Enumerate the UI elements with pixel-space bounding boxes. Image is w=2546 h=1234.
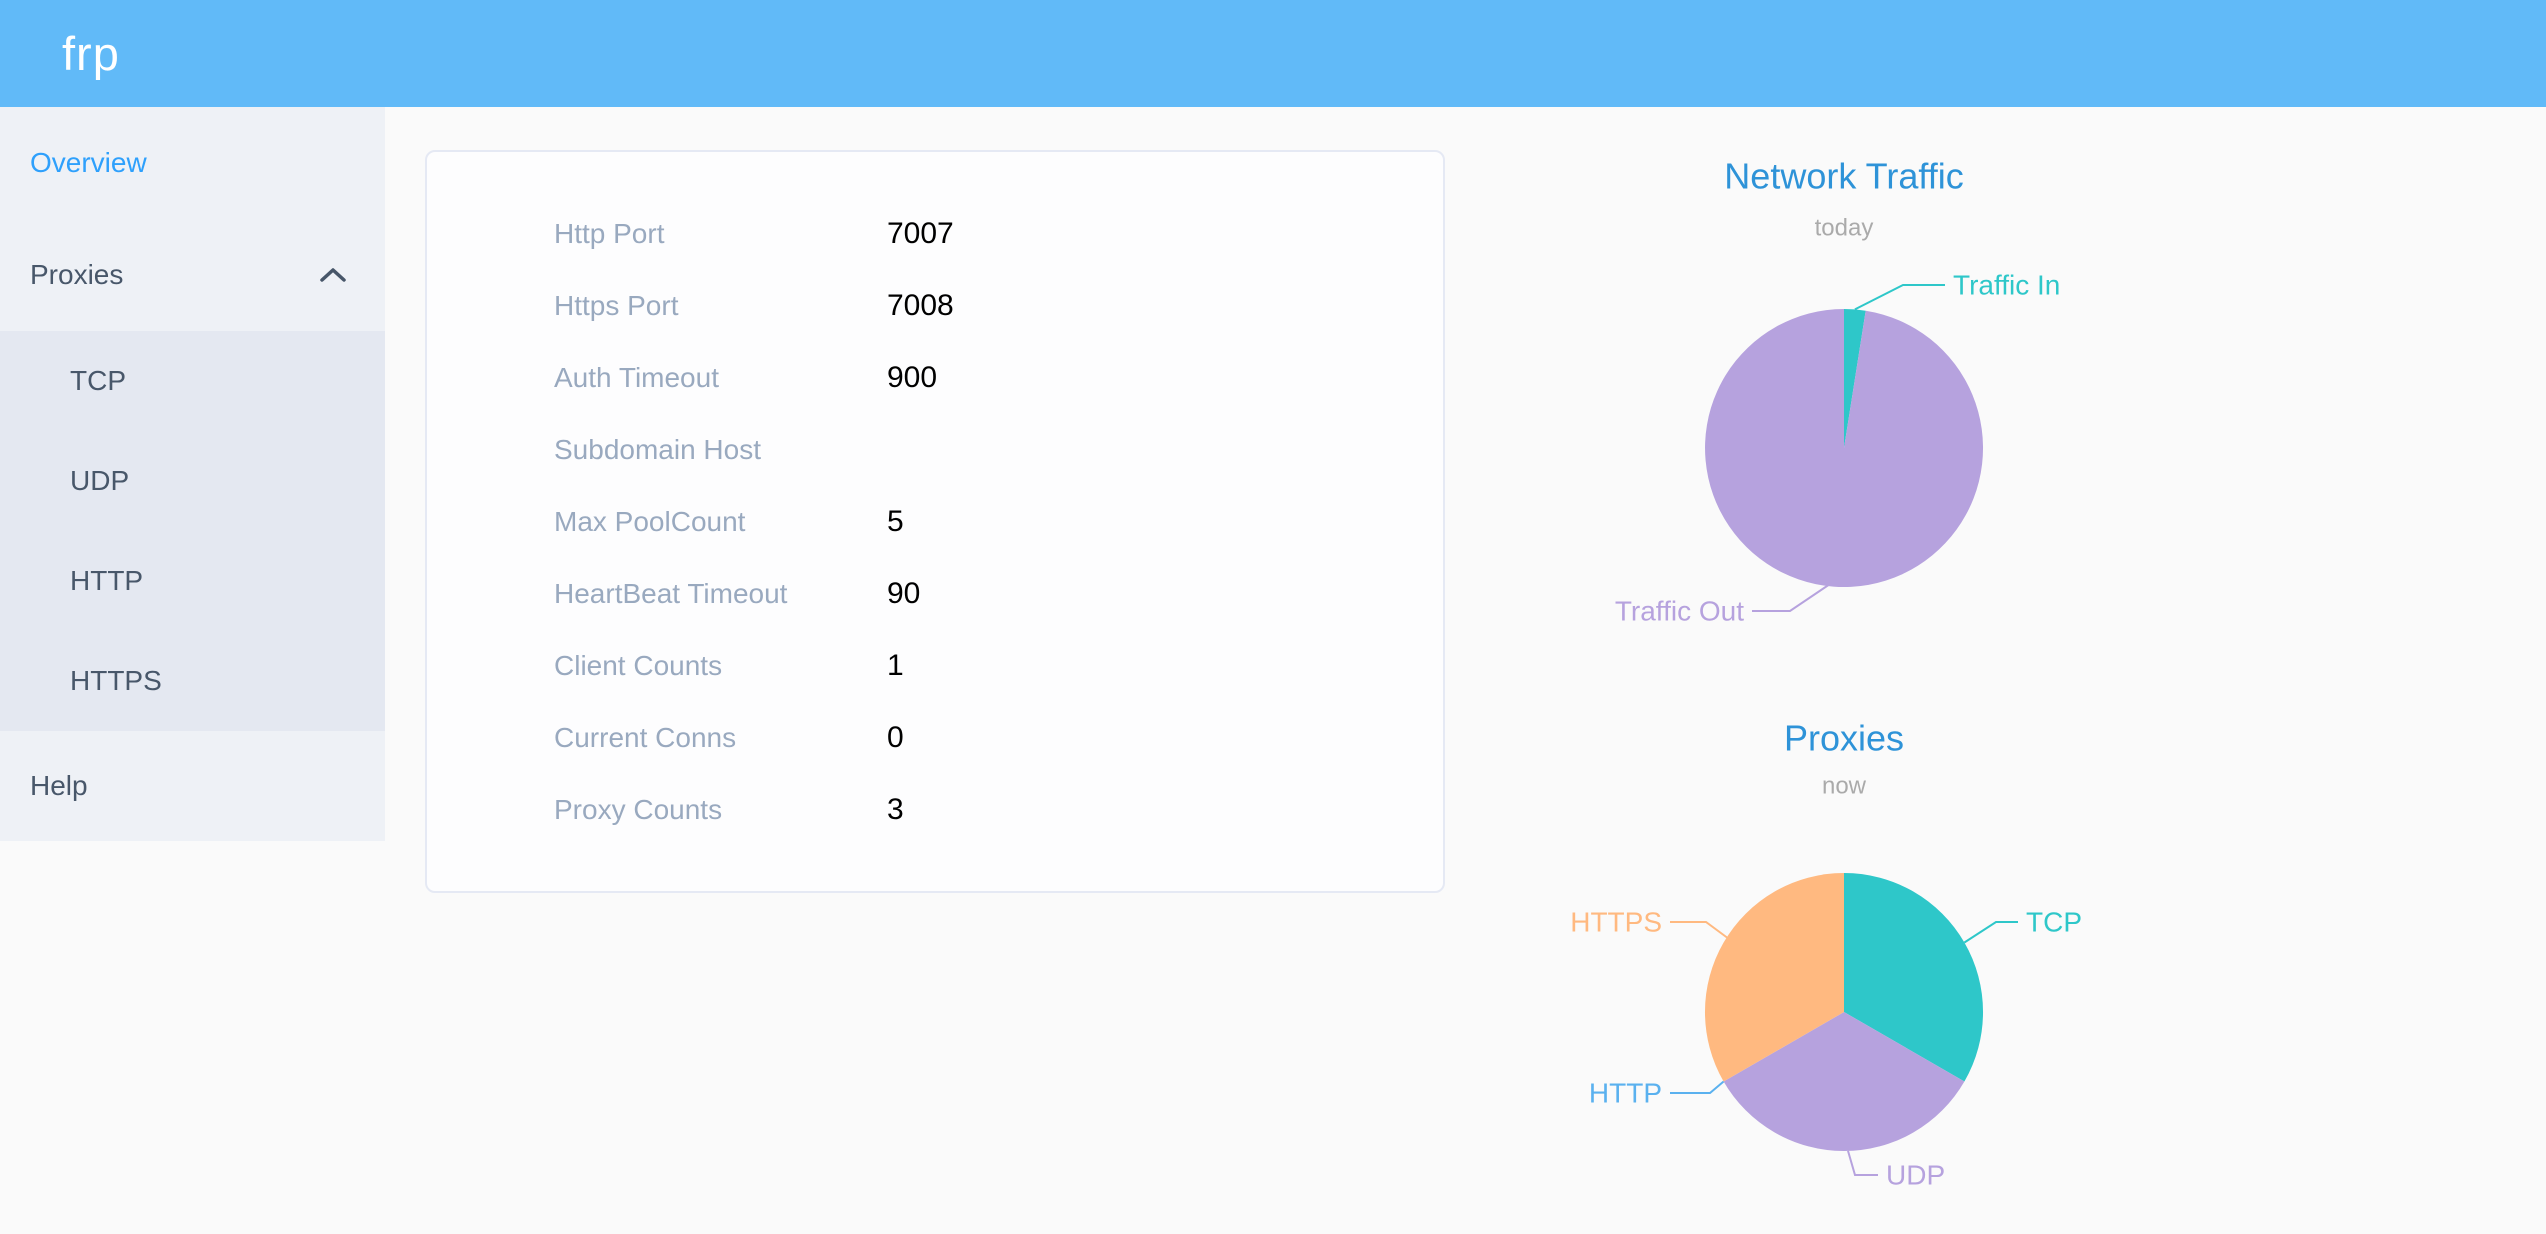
config-row: HeartBeat Timeout 90	[427, 558, 1443, 630]
label-line-tcp	[1963, 921, 2018, 944]
pie-slice-traffic-out[interactable]	[1705, 309, 1984, 587]
config-row: Subdomain Host	[427, 414, 1443, 486]
sidebar: Overview Proxies TCP UDP HTTP HTTPS Help	[0, 107, 385, 841]
chart-subtitle: now	[1822, 773, 1867, 800]
config-value: 1	[887, 649, 904, 682]
config-label: Http Port	[554, 218, 665, 249]
proxies-submenu: TCP UDP HTTP HTTPS	[0, 331, 385, 731]
config-label: Subdomain Host	[554, 434, 762, 465]
sidebar-item-overview[interactable]: Overview	[0, 107, 385, 219]
config-label: Client Counts	[554, 650, 723, 681]
config-value: 0	[887, 721, 904, 754]
pie-label-tcp: TCP	[2026, 907, 2082, 938]
config-row: Current Conns 0	[427, 702, 1443, 774]
pie	[1705, 309, 1984, 587]
pie-label-udp: UDP	[1886, 1160, 1945, 1191]
chart-subtitle: today	[1815, 215, 1874, 242]
pie-label-http: HTTP	[1589, 1078, 1662, 1109]
sidebar-item-http[interactable]: HTTP	[0, 531, 385, 631]
pie	[1704, 873, 1984, 1152]
network-traffic-chart: Network Traffic today Traffic In Traffic…	[1615, 156, 2061, 627]
chevron-up-icon	[320, 268, 346, 282]
config-value: 7008	[887, 289, 954, 322]
config-label: HeartBeat Timeout	[554, 578, 788, 609]
sidebar-item-help[interactable]: Help	[0, 731, 385, 841]
config-value: 90	[887, 577, 921, 610]
config-row: Client Counts 1	[427, 630, 1443, 702]
config-value: 7007	[887, 217, 954, 250]
label-line-traffic-in	[1854, 284, 1945, 311]
sidebar-item-label: HTTPS	[70, 665, 162, 696]
label-line-http	[1670, 1080, 1725, 1094]
config-value: 3	[887, 793, 904, 826]
sidebar-item-label: TCP	[70, 365, 126, 396]
app-logo: frp	[62, 27, 120, 80]
sidebar-item-udp[interactable]: UDP	[0, 431, 385, 531]
chart-title: Network Traffic	[1724, 156, 1963, 197]
config-rows: Http Port 7007 Https Port 7008 Auth Timeout 9…	[427, 198, 1443, 846]
sidebar-item-https[interactable]: HTTPS	[0, 631, 385, 731]
config-label: Current Conns	[554, 722, 737, 753]
config-label: Auth Timeout	[554, 362, 719, 393]
pie-label-traffic-out: Traffic Out	[1615, 596, 1744, 627]
pie-label-traffic-in: Traffic In	[1953, 270, 2060, 301]
pie-label-https: HTTPS	[1570, 907, 1662, 938]
sidebar-item-tcp[interactable]: TCP	[0, 331, 385, 431]
config-value: 5	[887, 505, 904, 538]
config-label: Https Port	[554, 290, 679, 321]
pie-slice-https[interactable]	[1704, 873, 1844, 1082]
sidebar-item-label: Help	[30, 770, 88, 801]
config-value: 900	[887, 361, 938, 394]
pie-slice-udp[interactable]	[1723, 1012, 1965, 1152]
label-line-https	[1670, 921, 1730, 940]
label-line-traffic-out	[1752, 583, 1831, 612]
config-label: Max PoolCount	[554, 506, 746, 537]
config-row: Proxy Counts 3	[427, 774, 1443, 846]
config-row: Auth Timeout 900	[427, 342, 1443, 414]
sidebar-item-label: UDP	[70, 465, 130, 496]
chart-title: Proxies	[1784, 718, 1904, 759]
app-header: frp	[0, 0, 2546, 107]
config-label: Proxy Counts	[554, 794, 723, 825]
config-row: Http Port 7007	[427, 198, 1443, 270]
sidebar-item-label: Overview	[30, 147, 147, 178]
pie-slice-tcp[interactable]	[1844, 873, 1984, 1082]
config-row: Max PoolCount 5	[427, 486, 1443, 558]
sidebar-item-label: HTTP	[70, 565, 144, 596]
proxies-chart: Proxies now TCP HTTPS HTTP UDP	[1570, 718, 2082, 1191]
pie-slice-traffic-in[interactable]	[1844, 309, 1866, 448]
config-row: Https Port 7008	[427, 270, 1443, 342]
sidebar-item-label: Proxies	[30, 259, 124, 290]
label-line-udp	[1847, 1150, 1878, 1176]
sidebar-item-proxies[interactable]: Proxies	[0, 219, 385, 331]
overview-card: Http Port 7007 Https Port 7008 Auth Timeout 9…	[425, 150, 1445, 893]
